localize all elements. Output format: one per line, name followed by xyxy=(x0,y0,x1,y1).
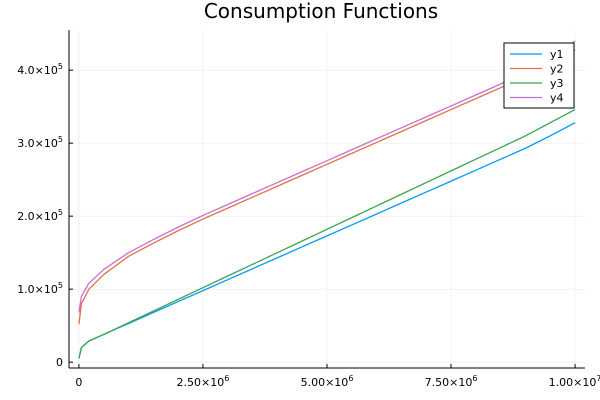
x-tick-label: 0 xyxy=(75,376,82,389)
series-layer xyxy=(78,40,576,359)
series-line-y4 xyxy=(78,40,576,313)
legend-label-y3: y3 xyxy=(550,77,564,90)
axes-layer: 0 2.50×106 5.00×106 7.50×106 1.00×107 0 1.0×10… xyxy=(17,30,600,389)
legend-label-y2: y2 xyxy=(550,63,564,76)
legend-label-y1: y1 xyxy=(550,48,564,61)
x-tick-label: 1.00×107 xyxy=(549,374,600,389)
series-line-y2 xyxy=(78,49,576,325)
x-tick-label: 2.50×106 xyxy=(177,374,230,389)
series-line-y3 xyxy=(78,108,576,359)
grid-layer xyxy=(69,30,585,368)
y-tick-label: 4.0×105 xyxy=(17,62,63,77)
y-tick-label: 3.0×105 xyxy=(17,135,63,150)
y-tick-label: 0 xyxy=(56,356,63,369)
y-tick-label: 1.0×105 xyxy=(17,281,63,296)
chart-title: Consumption Functions xyxy=(204,0,438,23)
x-tick-label: 5.00×106 xyxy=(301,374,354,389)
y-tick-label: 2.0×105 xyxy=(17,208,63,223)
x-tick-label: 7.50×106 xyxy=(425,374,478,389)
legend-label-y4: y4 xyxy=(550,92,564,105)
